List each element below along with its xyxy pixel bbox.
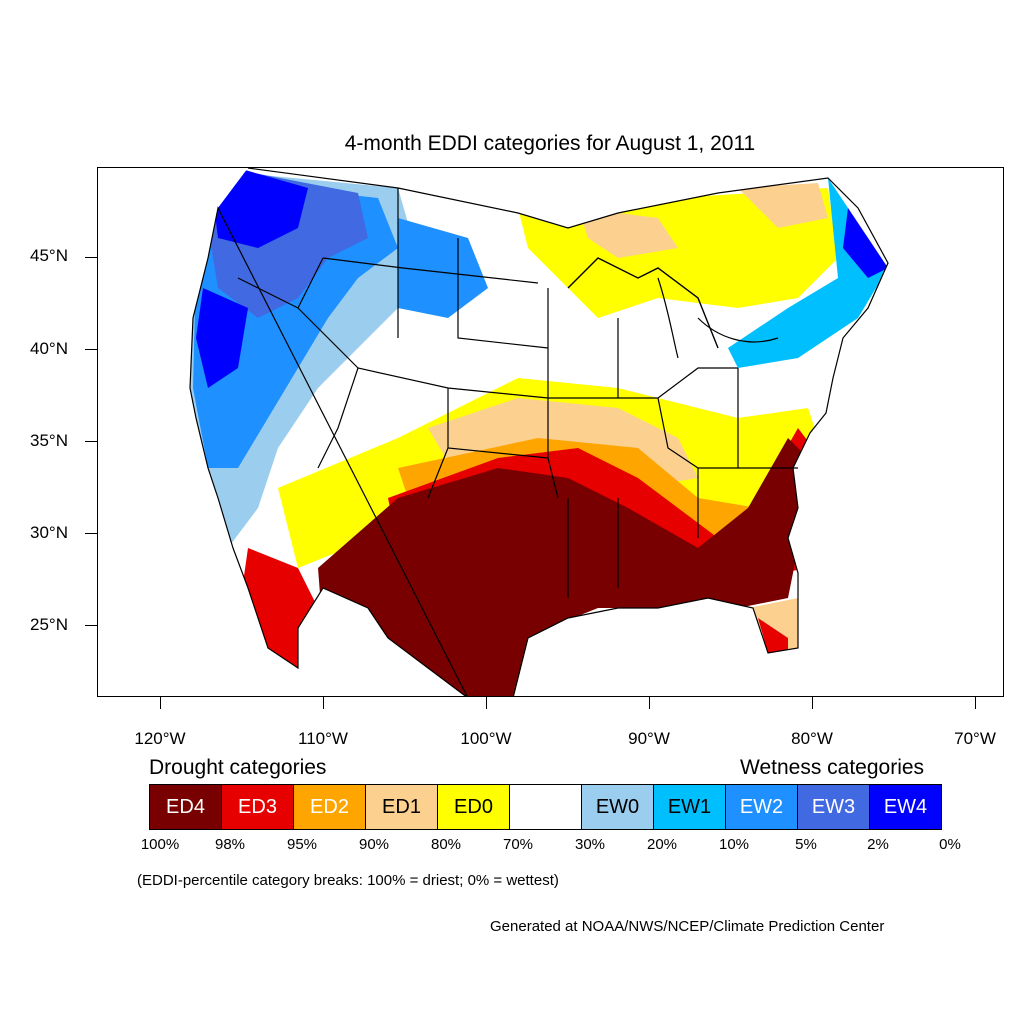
legend-cell-ew3: EW3: [797, 784, 870, 830]
break-label: 95%: [286, 836, 318, 853]
break-label: 20%: [646, 836, 678, 853]
lat-label-40: 40°N: [30, 339, 68, 358]
lon-label-80: 80°W: [791, 729, 833, 748]
category-legend: ED4 ED3 ED2 ED1 ED0 EW0 EW1 EW2 EW3 EW4: [149, 784, 942, 830]
break-label: 80%: [430, 836, 462, 853]
lat-label-25: 25°N: [30, 615, 68, 634]
legend-cell-ew0: EW0: [581, 784, 654, 830]
map-title: 4-month EDDI categories for August 1, 20…: [344, 132, 756, 155]
lon-tick: [812, 697, 813, 709]
legend-cell-ew2: EW2: [725, 784, 798, 830]
legend-cell-ed4: ED4: [149, 784, 222, 830]
break-label: 98%: [214, 836, 246, 853]
legend-cell-ed1: ED1: [365, 784, 438, 830]
category-note: (EDDI-percentile category breaks: 100% =…: [137, 872, 559, 889]
legend-cell-ed0: ED0: [437, 784, 510, 830]
break-label: 5%: [795, 836, 817, 853]
lon-label-120: 120°W: [134, 729, 186, 748]
break-label: 30%: [574, 836, 606, 853]
lon-tick: [649, 697, 650, 709]
lat-tick: [85, 349, 97, 350]
credit-line: Generated at NOAA/NWS/NCEP/Climate Predi…: [490, 918, 885, 935]
lon-tick: [486, 697, 487, 709]
lon-tick: [323, 697, 324, 709]
eddi-map-canvas: [189, 168, 889, 696]
lat-tick: [85, 257, 97, 258]
legend-cell-ed3: ED3: [221, 784, 294, 830]
break-label: 100%: [140, 836, 180, 853]
break-label: 90%: [358, 836, 390, 853]
lon-tick: [975, 697, 976, 709]
lat-tick: [85, 625, 97, 626]
eddi-map: [97, 167, 1004, 697]
lat-tick: [85, 441, 97, 442]
legend-cell-ed2: ED2: [293, 784, 366, 830]
break-label: 0%: [939, 836, 961, 853]
wetness-heading: Wetness categories: [740, 756, 925, 779]
lat-label-35: 35°N: [30, 431, 68, 450]
eddi-data-layer: [190, 168, 888, 696]
lon-tick: [160, 697, 161, 709]
lon-label-100: 100°W: [460, 729, 512, 748]
lon-label-70: 70°W: [954, 729, 996, 748]
drought-heading: Drought categories: [149, 756, 327, 779]
break-label: 2%: [867, 836, 889, 853]
lon-label-110: 110°W: [298, 729, 348, 748]
legend-cell-ew1: EW1: [653, 784, 726, 830]
boundaries: [189, 168, 889, 696]
legend-cell-neutral: [509, 784, 582, 830]
lat-label-45: 45°N: [30, 246, 68, 265]
lat-tick: [85, 533, 97, 534]
break-label: 70%: [502, 836, 534, 853]
lat-label-30: 30°N: [30, 523, 68, 542]
lon-label-90: 90°W: [628, 729, 670, 748]
break-label: 10%: [718, 836, 750, 853]
legend-cell-ew4: EW4: [869, 784, 942, 830]
